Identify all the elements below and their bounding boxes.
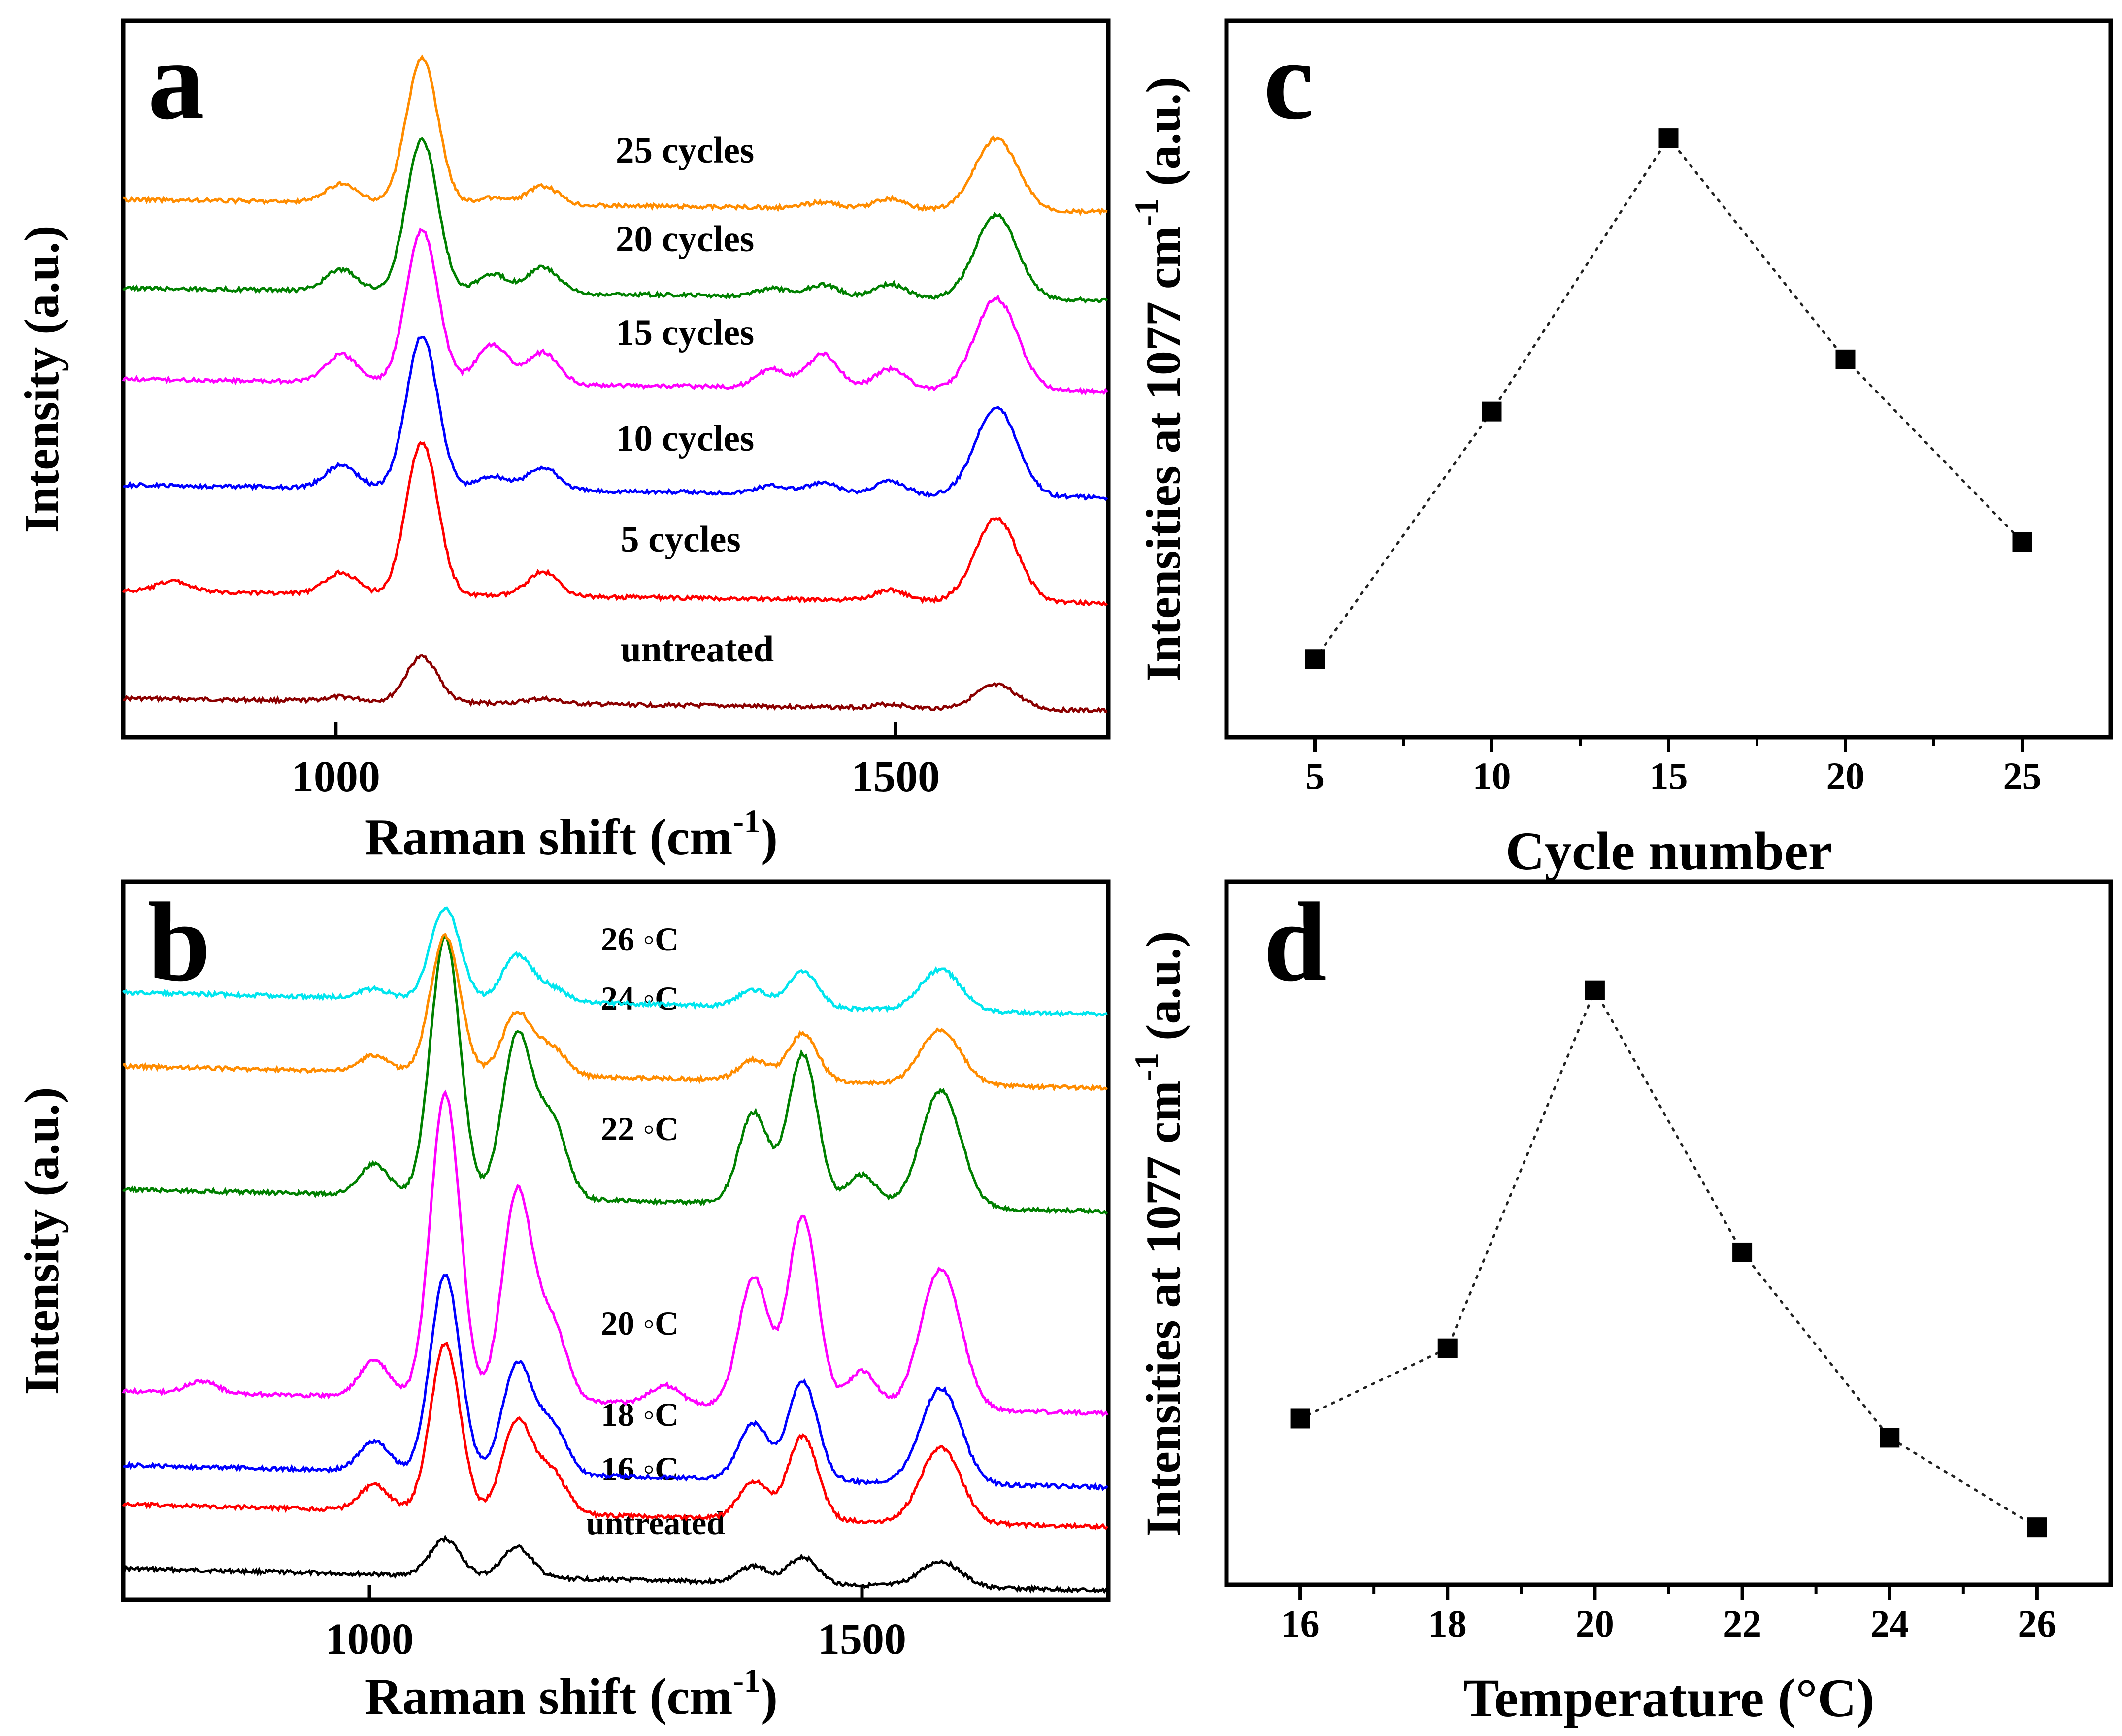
x-tick-label: 1000 [325, 1615, 414, 1664]
panel-c-points [1305, 128, 2032, 669]
panel-b-y-axis-label: Intensity (a.u.) [14, 1087, 69, 1395]
panel-d-x-ticks: 16 18 20 22 24 26 [1281, 1585, 2056, 1645]
series-label: 15 cycles [616, 312, 754, 353]
series-line [123, 54, 1108, 216]
series-line [122, 137, 1108, 304]
x-tick-label: 26 [2018, 1602, 2056, 1645]
series-line [122, 227, 1108, 396]
x-tick-label: 1500 [818, 1615, 906, 1664]
series-line [123, 336, 1108, 501]
data-point [1880, 1428, 1900, 1448]
series-line [122, 1089, 1109, 1417]
series-line [122, 935, 1108, 1215]
x-tick-label: 24 [1870, 1602, 1909, 1645]
panel-c-y-axis-label: Intensities at 1077 cm-1 (a.u.) [1127, 77, 1191, 682]
x-tick-label: 10 [1473, 754, 1511, 797]
series-line [123, 933, 1108, 1092]
panel-d-dotted-line [1299, 987, 2038, 1529]
series-line [123, 654, 1108, 714]
series-label: 26 ◦C [601, 920, 679, 958]
panel-d-x-axis-label: Temperature (°C) [1463, 1668, 1874, 1728]
series-line [123, 1274, 1108, 1491]
series-label: 25 cycles [616, 130, 754, 171]
x-tick-label: 1000 [292, 753, 380, 801]
panel-c-letter: c [1263, 17, 1314, 143]
data-point [1305, 649, 1325, 669]
data-point [1585, 980, 1605, 1000]
x-tick-label: 25 [2003, 754, 2042, 797]
series-line [122, 441, 1108, 607]
data-point [2012, 532, 2032, 552]
panel-a-y-axis-label: Intensity (a.u.) [14, 225, 69, 533]
series-label: 5 cycles [621, 519, 741, 560]
data-point [1658, 128, 1679, 148]
panel-a-raman-spectra-cycles: a untreated 5 cycles 10 cycles 15 cycles 20 … [14, 17, 1111, 866]
panel-a-letter: a [148, 17, 204, 143]
series-line [122, 1342, 1108, 1531]
x-tick-label: 20 [1576, 1602, 1614, 1645]
panel-b-frame [121, 879, 1111, 1602]
panel-b-x-axis-label: Raman shift (cm-1) [365, 1662, 778, 1725]
series-label: 10 cycles [616, 418, 754, 459]
panel-a-series: untreated 5 cycles 10 cycles 15 cycles 20 cy… [122, 54, 1108, 714]
panel-b-x-ticks: 1000 1500 [325, 1585, 906, 1664]
series-label: 16 ◦C [601, 1450, 679, 1487]
x-tick-label: 18 [1428, 1602, 1467, 1645]
data-point [1835, 349, 1856, 369]
x-tick-label: 16 [1281, 1602, 1320, 1645]
data-point [2027, 1517, 2047, 1538]
data-point [1482, 401, 1502, 422]
series-label: untreated [621, 629, 774, 670]
series-line [122, 906, 1108, 1017]
panel-a-x-axis-label: Raman shift (cm-1) [365, 802, 778, 866]
x-tick-label: 1500 [851, 753, 940, 801]
panel-c-x-ticks: 5 10 15 20 25 [1305, 737, 2042, 797]
panel-d-points [1290, 980, 2047, 1538]
panel-a-x-ticks: 1000 1500 [292, 722, 940, 801]
panel-c-intensity-vs-cycle: c 5 10 15 20 25 Cycle number Intensities at … [1127, 17, 2113, 881]
x-tick-label: 20 [1826, 754, 1865, 797]
series-label: untreated [586, 1504, 725, 1541]
panel-c-x-axis-label: Cycle number [1506, 821, 1832, 881]
data-point [1437, 1338, 1458, 1358]
series-line [123, 1534, 1108, 1594]
x-tick-label: 5 [1305, 754, 1325, 797]
x-tick-label: 22 [1723, 1602, 1761, 1645]
data-point [1290, 1408, 1310, 1429]
panel-d-y-axis-label: Intensities at 1077 cm-1 (a.u.) [1127, 931, 1191, 1537]
series-label: 20 cycles [616, 219, 754, 260]
x-tick-label: 15 [1650, 754, 1688, 797]
series-label: 22 ◦C [601, 1110, 679, 1147]
panel-d-letter: d [1263, 879, 1326, 1005]
data-point [1732, 1242, 1753, 1262]
panel-b-letter: b [148, 879, 211, 1005]
series-label: 20 ◦C [601, 1305, 679, 1342]
panel-d-intensity-vs-temperature: d 16 18 20 22 24 26 Temperature (°C) Intensit… [1127, 879, 2113, 1728]
series-label: 24 ◦C [601, 980, 679, 1017]
